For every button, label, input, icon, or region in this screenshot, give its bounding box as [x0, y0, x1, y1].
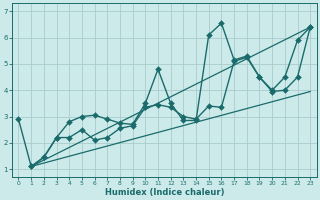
X-axis label: Humidex (Indice chaleur): Humidex (Indice chaleur): [105, 188, 224, 197]
